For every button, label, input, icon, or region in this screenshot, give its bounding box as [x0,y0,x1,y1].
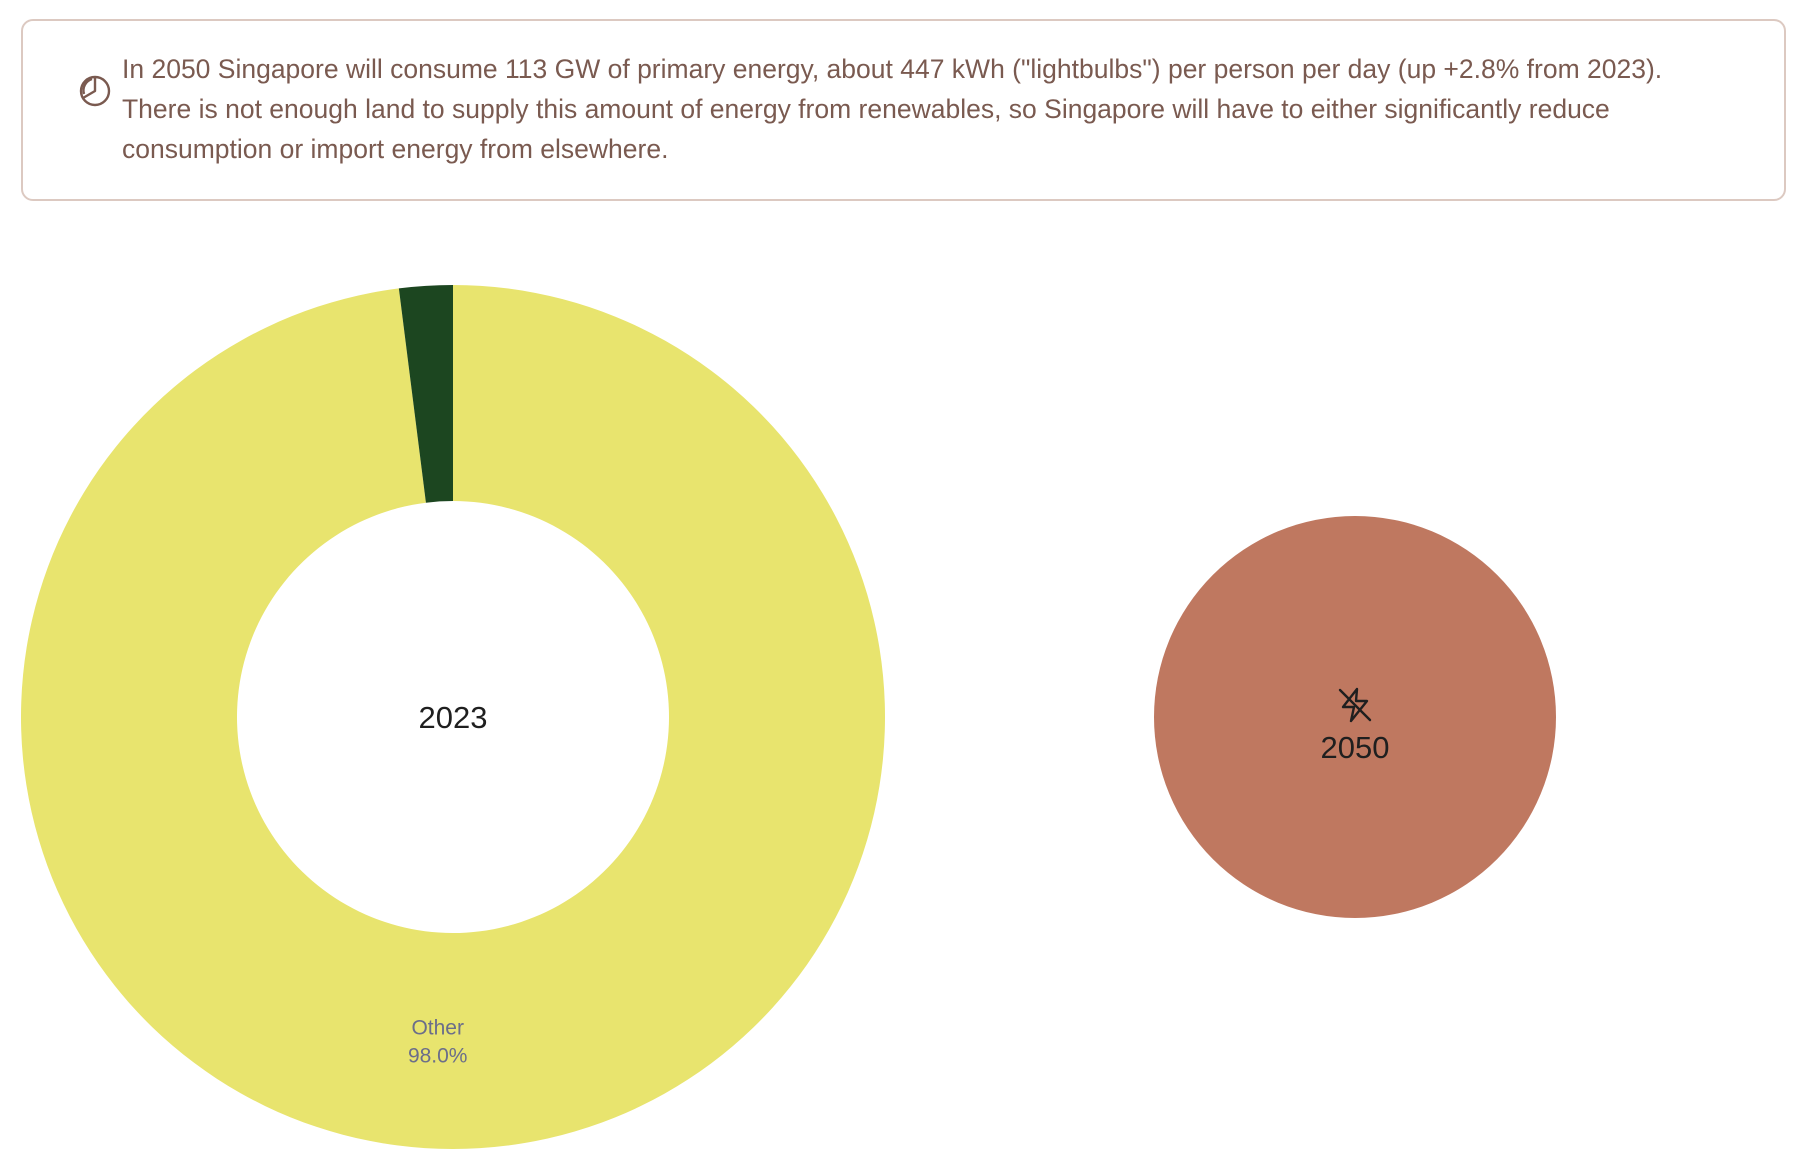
slice-other[interactable] [21,285,886,1149]
energy-charts: Other 98.0% 2023 2050 [0,240,1800,1162]
slice-label: Other [411,1017,464,1040]
slice-segment-1[interactable] [398,285,453,503]
pie-chart-icon [79,75,111,107]
info-notice: In 2050 Singapore will consume 113 GW of… [21,19,1786,201]
charts-svg: Other 98.0% 2023 2050 [21,285,1556,1149]
pie-chart-2050: 2050 [1154,516,1556,918]
notice-text: In 2050 Singapore will consume 113 GW of… [122,54,1663,164]
center-label-2050: 2050 [1321,730,1390,765]
center-label-2023: 2023 [419,700,488,735]
donut-chart-2023: Other 98.0% 2023 [21,285,886,1149]
lightning-off-icon [1338,687,1372,723]
slice-value-label: 98.0% [408,1045,468,1068]
